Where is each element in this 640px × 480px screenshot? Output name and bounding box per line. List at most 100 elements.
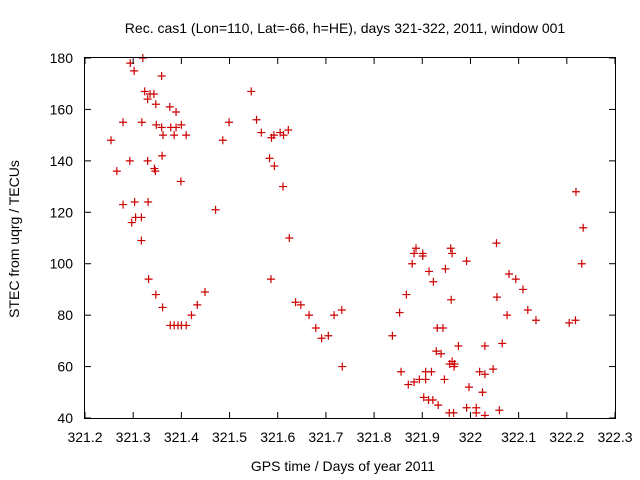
data-point (151, 167, 160, 176)
data-point (182, 131, 191, 140)
data-point (454, 342, 463, 350)
data-point (421, 375, 430, 384)
data-point (448, 249, 457, 258)
data-point (447, 295, 456, 304)
data-point (265, 154, 274, 163)
data-point (465, 383, 474, 392)
data-point (158, 303, 167, 312)
data-point (408, 259, 417, 268)
data-point (149, 90, 158, 98)
data-point (402, 290, 411, 299)
x-tick-label: 321.8 (357, 429, 392, 445)
data-point (144, 198, 153, 206)
data-points (107, 54, 588, 420)
data-point (571, 187, 580, 196)
data-point (119, 118, 128, 127)
data-point (505, 270, 513, 278)
data-point (523, 306, 532, 314)
data-point (176, 177, 185, 186)
data-point (211, 205, 220, 214)
data-point (127, 218, 136, 227)
data-point (270, 162, 279, 170)
data-point (428, 396, 437, 404)
data-point (144, 275, 153, 284)
data-point (125, 156, 134, 165)
data-point (172, 123, 181, 132)
data-point (434, 401, 443, 410)
data-point (170, 131, 179, 140)
y-tick-label: 160 (50, 101, 74, 117)
data-point (480, 342, 489, 350)
data-point (177, 120, 186, 129)
data-point (252, 115, 261, 124)
x-tick-label: 322.1 (501, 429, 536, 445)
data-point (418, 249, 427, 258)
data-point (438, 324, 447, 332)
y-tick-label: 60 (57, 359, 73, 375)
data-point (397, 367, 406, 376)
data-point (284, 126, 293, 134)
data-point (119, 200, 128, 209)
data-point (503, 311, 512, 320)
y-tick-label: 80 (57, 307, 73, 323)
data-point (159, 131, 168, 140)
x-tick-label: 322.3 (597, 429, 632, 445)
data-point (579, 223, 588, 232)
data-point (247, 87, 256, 96)
data-point (446, 244, 455, 253)
data-point (577, 259, 586, 268)
data-point (330, 311, 339, 320)
data-point (518, 285, 527, 294)
x-axis-label: GPS time / Days of year 2011 (251, 458, 435, 474)
data-point (432, 347, 441, 356)
data-point (218, 136, 227, 145)
data-point (182, 321, 191, 330)
data-point (495, 406, 504, 415)
x-tick-label: 322 (459, 429, 483, 445)
data-point (410, 249, 419, 258)
data-point (143, 95, 152, 104)
data-point (429, 277, 438, 286)
data-point (404, 380, 413, 389)
x-tick-label: 321.9 (405, 429, 440, 445)
data-point (472, 403, 481, 412)
data-point (511, 275, 520, 284)
data-point (440, 375, 449, 384)
data-point (157, 123, 166, 132)
data-point (279, 131, 288, 140)
data-point (337, 306, 346, 314)
data-point (324, 331, 333, 340)
data-point (151, 290, 160, 299)
data-point (480, 370, 489, 379)
data-point (143, 156, 152, 165)
data-point (269, 131, 278, 140)
data-point (450, 360, 459, 368)
data-point (427, 367, 436, 376)
data-point (395, 308, 404, 317)
x-tick-label: 321.7 (308, 429, 343, 445)
data-point (498, 339, 507, 348)
y-tick-label: 140 (50, 153, 74, 169)
x-tick-label: 321.3 (116, 429, 151, 445)
data-point (305, 311, 314, 320)
data-point (137, 213, 146, 222)
data-point (565, 318, 574, 327)
y-tick-label: 180 (50, 50, 74, 66)
data-point (112, 167, 121, 176)
y-axis-label: STEC from uqrg / TECUs (6, 160, 22, 318)
data-point (279, 182, 288, 191)
data-point (317, 334, 326, 343)
data-point (311, 324, 320, 332)
data-point (388, 331, 397, 340)
data-point (419, 393, 428, 402)
data-point (257, 128, 266, 137)
data-point (107, 136, 116, 145)
data-point (151, 100, 160, 109)
data-point (172, 108, 181, 116)
data-point (462, 403, 471, 412)
data-point (441, 264, 450, 273)
data-point (266, 275, 275, 284)
data-point (158, 151, 167, 160)
y-tick-label: 100 (50, 256, 74, 272)
